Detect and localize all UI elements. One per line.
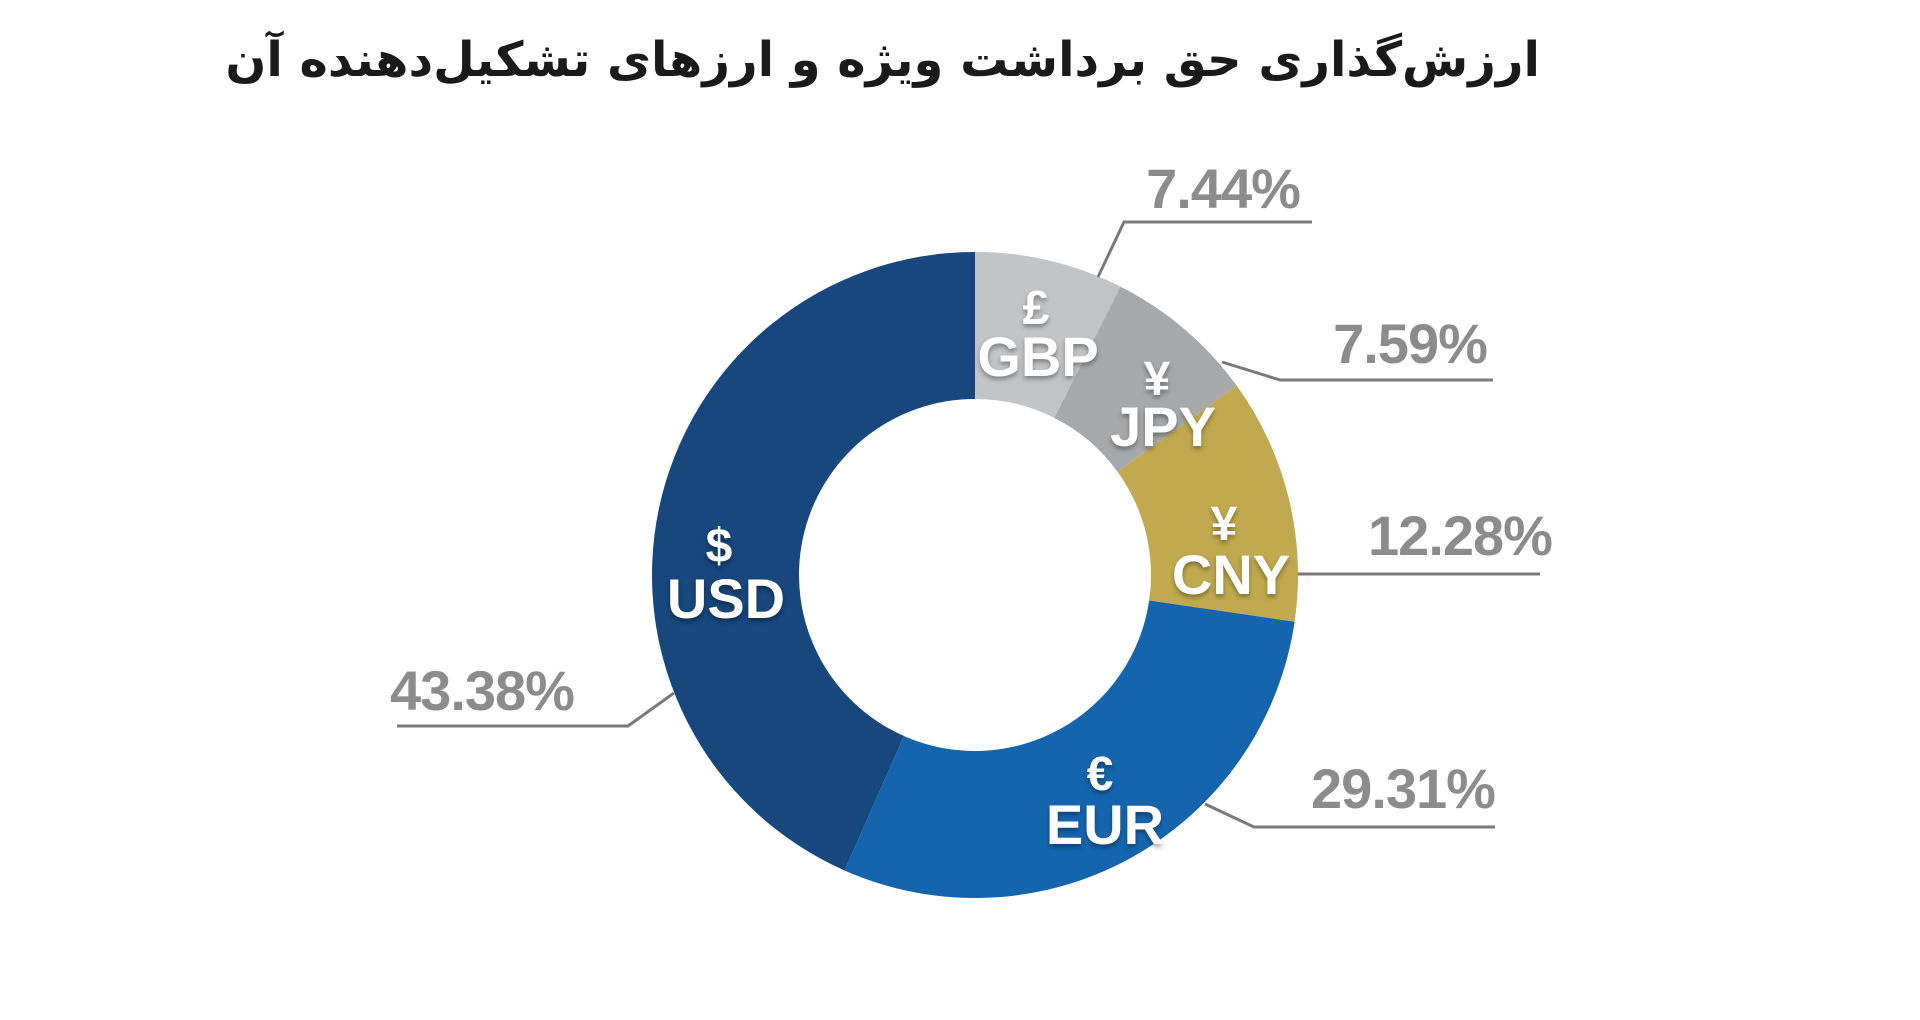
percent-label-jpy: 7.59% [1333,312,1487,375]
percent-label-cny: 12.28% [1368,504,1552,567]
donut-slice-cny [1117,385,1298,622]
percent-label-gbp: 7.44% [1146,157,1300,220]
donut-slice-gbp [975,252,1121,418]
currency-code-cny: CNY [1172,543,1290,606]
currency-symbol-cny: ¥ [1211,498,1238,551]
donut-slice-eur [844,600,1295,898]
leader-line-gbp [1096,220,1312,278]
leader-line-usd [397,691,675,728]
currency-symbol-gbp: £ [1023,282,1050,335]
currency-symbol-usd: $ [706,520,733,573]
currency-symbol-jpy: ¥ [1144,353,1171,406]
currency-symbol-eur: € [1087,748,1114,801]
currency-code-eur: EUR [1046,793,1164,856]
donut-slice-jpy [1054,286,1237,472]
currency-code-usd: USD [667,567,785,630]
currency-code-gbp: GBP [977,325,1098,388]
donut-slice-usd [651,252,975,871]
percent-label-usd: 43.38% [390,659,574,722]
chart-title: ارزش‌گذاری حق برداشت ویژه و ارزهای تشکیل… [225,32,1540,88]
currency-code-jpy: JPY [1110,395,1216,458]
percent-label-eur: 29.31% [1311,757,1495,820]
leader-line-eur [1204,802,1495,829]
leader-line-jpy [1221,360,1493,382]
